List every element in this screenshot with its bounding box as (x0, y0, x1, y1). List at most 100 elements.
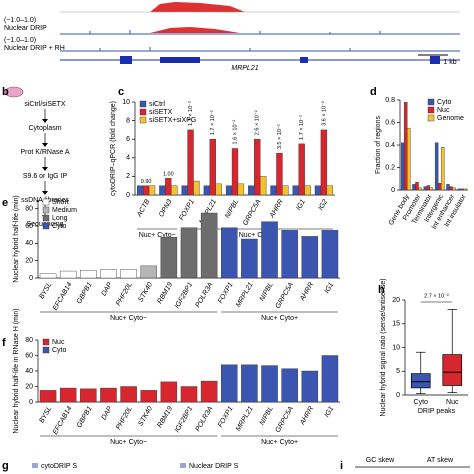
x-tick-label: NIPBL (259, 405, 275, 426)
bar (180, 227, 198, 279)
bar (292, 185, 299, 196)
y-tick-label: 0 (391, 187, 395, 194)
bar (434, 142, 439, 191)
panel-title: AT skew (427, 457, 454, 464)
bar (159, 185, 166, 196)
panel-title: GC skew (366, 457, 395, 464)
legend-swatch (32, 463, 38, 468)
x-tick-label: PHF20L (115, 405, 134, 431)
bar (314, 185, 322, 196)
y-tick-label: 20 (392, 297, 400, 304)
flow-arrowhead (42, 167, 48, 171)
bar (415, 181, 419, 191)
legend-swatch (42, 222, 50, 230)
exon (120, 56, 132, 64)
y-tick-label: 60 (25, 223, 33, 230)
bar (100, 387, 117, 403)
x-axis-label: DRIP peaks (418, 408, 456, 415)
bar (326, 185, 333, 196)
x-tick-label: EFCAB14 (52, 281, 74, 312)
y-tick-label: 0.2 (385, 164, 395, 171)
legend-swatch (427, 114, 435, 122)
group-label: Nuc+ Cyto+ (239, 232, 276, 239)
x-tick-label: STK40 (137, 281, 154, 303)
legend-swatch (139, 116, 147, 124)
bar (137, 185, 144, 196)
legend-label: Cyto (52, 347, 67, 354)
x-tick-label: Cyto (414, 399, 429, 406)
bar (261, 365, 278, 403)
bar (180, 386, 198, 403)
track-signal (150, 27, 240, 33)
box (442, 354, 463, 386)
panel-letter: f (2, 337, 6, 349)
y-tick-label: 20 (25, 383, 33, 390)
bar (200, 212, 218, 279)
flow-step: S9.6 or IgG IP (23, 173, 68, 180)
bar (429, 187, 434, 191)
bar (200, 380, 218, 403)
flow-step: Prot K/RNase A (20, 149, 69, 156)
track-signal (60, 47, 460, 52)
bar (231, 148, 239, 196)
annotation: 0.90 (141, 179, 152, 185)
y-tick-label: 15 (392, 321, 400, 328)
x-tick-label: NIPBL (259, 281, 275, 302)
bar (281, 230, 298, 279)
y-tick-label: 20 (25, 258, 33, 265)
legend-swatch (427, 106, 435, 114)
legend-label: Genome (437, 115, 464, 122)
legend-label: Nuclear DRIP S (189, 463, 239, 470)
y-axis-label: Fraction of regions (375, 116, 382, 174)
bar (460, 188, 465, 191)
x-tick-label: PHF20L (115, 281, 134, 307)
x-tick-label: POLR3A (195, 405, 215, 433)
panel-letter: h (378, 284, 385, 296)
legend-label: Nuc (52, 339, 65, 346)
y-tick-label: 40 (25, 368, 33, 375)
bar (100, 269, 117, 279)
legend-label: cytoDRIP S (41, 463, 77, 470)
x-tick-label: AHRR (299, 405, 315, 427)
legend-label: Long (52, 215, 68, 222)
x-tick-label: POLR3A (195, 281, 215, 309)
bar (225, 185, 233, 196)
legend-label: Cyto (52, 223, 67, 230)
legend-swatch (42, 346, 50, 354)
bar (406, 127, 411, 191)
bar (281, 368, 298, 403)
exon (430, 56, 440, 64)
y-tick-label: 0 (396, 392, 400, 399)
bar (80, 270, 97, 279)
x-tick-label: FOXP1 (217, 405, 235, 428)
bar (221, 227, 238, 279)
track-signal (60, 30, 460, 35)
track-label: Nuclear DRIP (4, 25, 47, 32)
bar (403, 102, 408, 191)
bar (320, 129, 328, 196)
panel-letter: b (2, 86, 9, 98)
bar (426, 185, 431, 191)
y-tick-label: 4 (126, 155, 130, 162)
legend-label: Cyto (437, 99, 452, 106)
bar (241, 364, 258, 403)
flow-arrowhead (42, 119, 48, 123)
bar (148, 185, 156, 196)
bar (248, 185, 255, 196)
legend-swatch (139, 108, 147, 116)
annotation: 2.6 × 10⁻² (255, 110, 261, 135)
x-tick-label: IG2 (318, 198, 330, 211)
x-tick-label: BYSL (38, 281, 53, 300)
bar (160, 381, 178, 403)
track-scale: (−1.0–1.0) (4, 37, 36, 44)
track-signal (150, 2, 245, 12)
x-tick-label: AHRR (268, 198, 284, 220)
group-label: Nuc+ Cyto+ (261, 439, 298, 446)
bar (440, 147, 445, 191)
bar (39, 390, 57, 403)
bar (39, 273, 57, 279)
legend-swatch (42, 198, 50, 206)
bar (160, 237, 178, 279)
box (410, 373, 431, 389)
